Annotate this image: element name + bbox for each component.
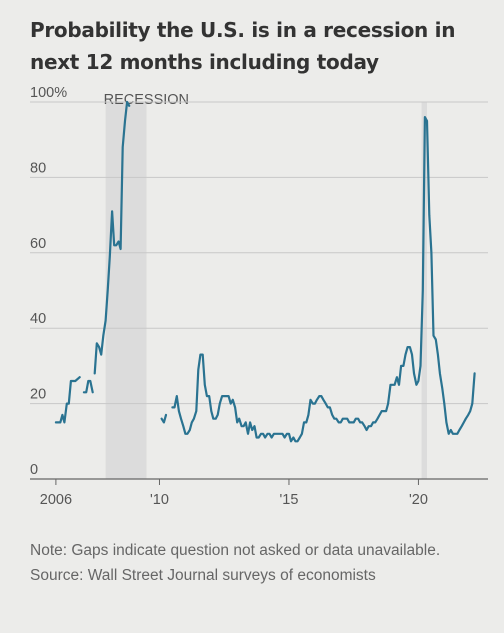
source-text: Source: Wall Street Journal surveys of e… (30, 567, 376, 584)
recession-bands: RECESSION (104, 92, 427, 479)
series-line (54, 376, 81, 424)
recession-label: RECESSION (104, 92, 189, 108)
x-tick-label: '20 (409, 492, 428, 508)
y-tick-label: 40 (30, 311, 46, 327)
data-series (54, 100, 476, 443)
series-line (171, 116, 476, 443)
y-tick-label: 100% (30, 85, 67, 101)
x-tick-label: '10 (150, 492, 169, 508)
x-tick-label: 2006 (40, 492, 72, 508)
x-axis: 2006 '10 '15 '20 (30, 478, 488, 508)
series-line (160, 413, 168, 424)
y-tick-labels: 0 20 40 60 80 100% (30, 85, 67, 478)
y-tick-label: 80 (30, 160, 46, 176)
y-tick-label: 20 (30, 387, 46, 403)
series-line (93, 100, 131, 375)
chart-title: Probability the U.S. is in a recession i… (30, 18, 456, 74)
recession-band (105, 102, 147, 479)
note-text: Note: Gaps indicate question not asked o… (30, 542, 441, 559)
y-tick-label: 60 (30, 236, 46, 252)
series-line (82, 379, 94, 394)
y-tick-label: 0 (30, 462, 38, 478)
recession-band (421, 102, 427, 479)
gridlines (30, 101, 488, 405)
chart-notes: Note: Gaps indicate question not asked o… (30, 538, 490, 588)
x-tick-label: '15 (280, 492, 299, 508)
